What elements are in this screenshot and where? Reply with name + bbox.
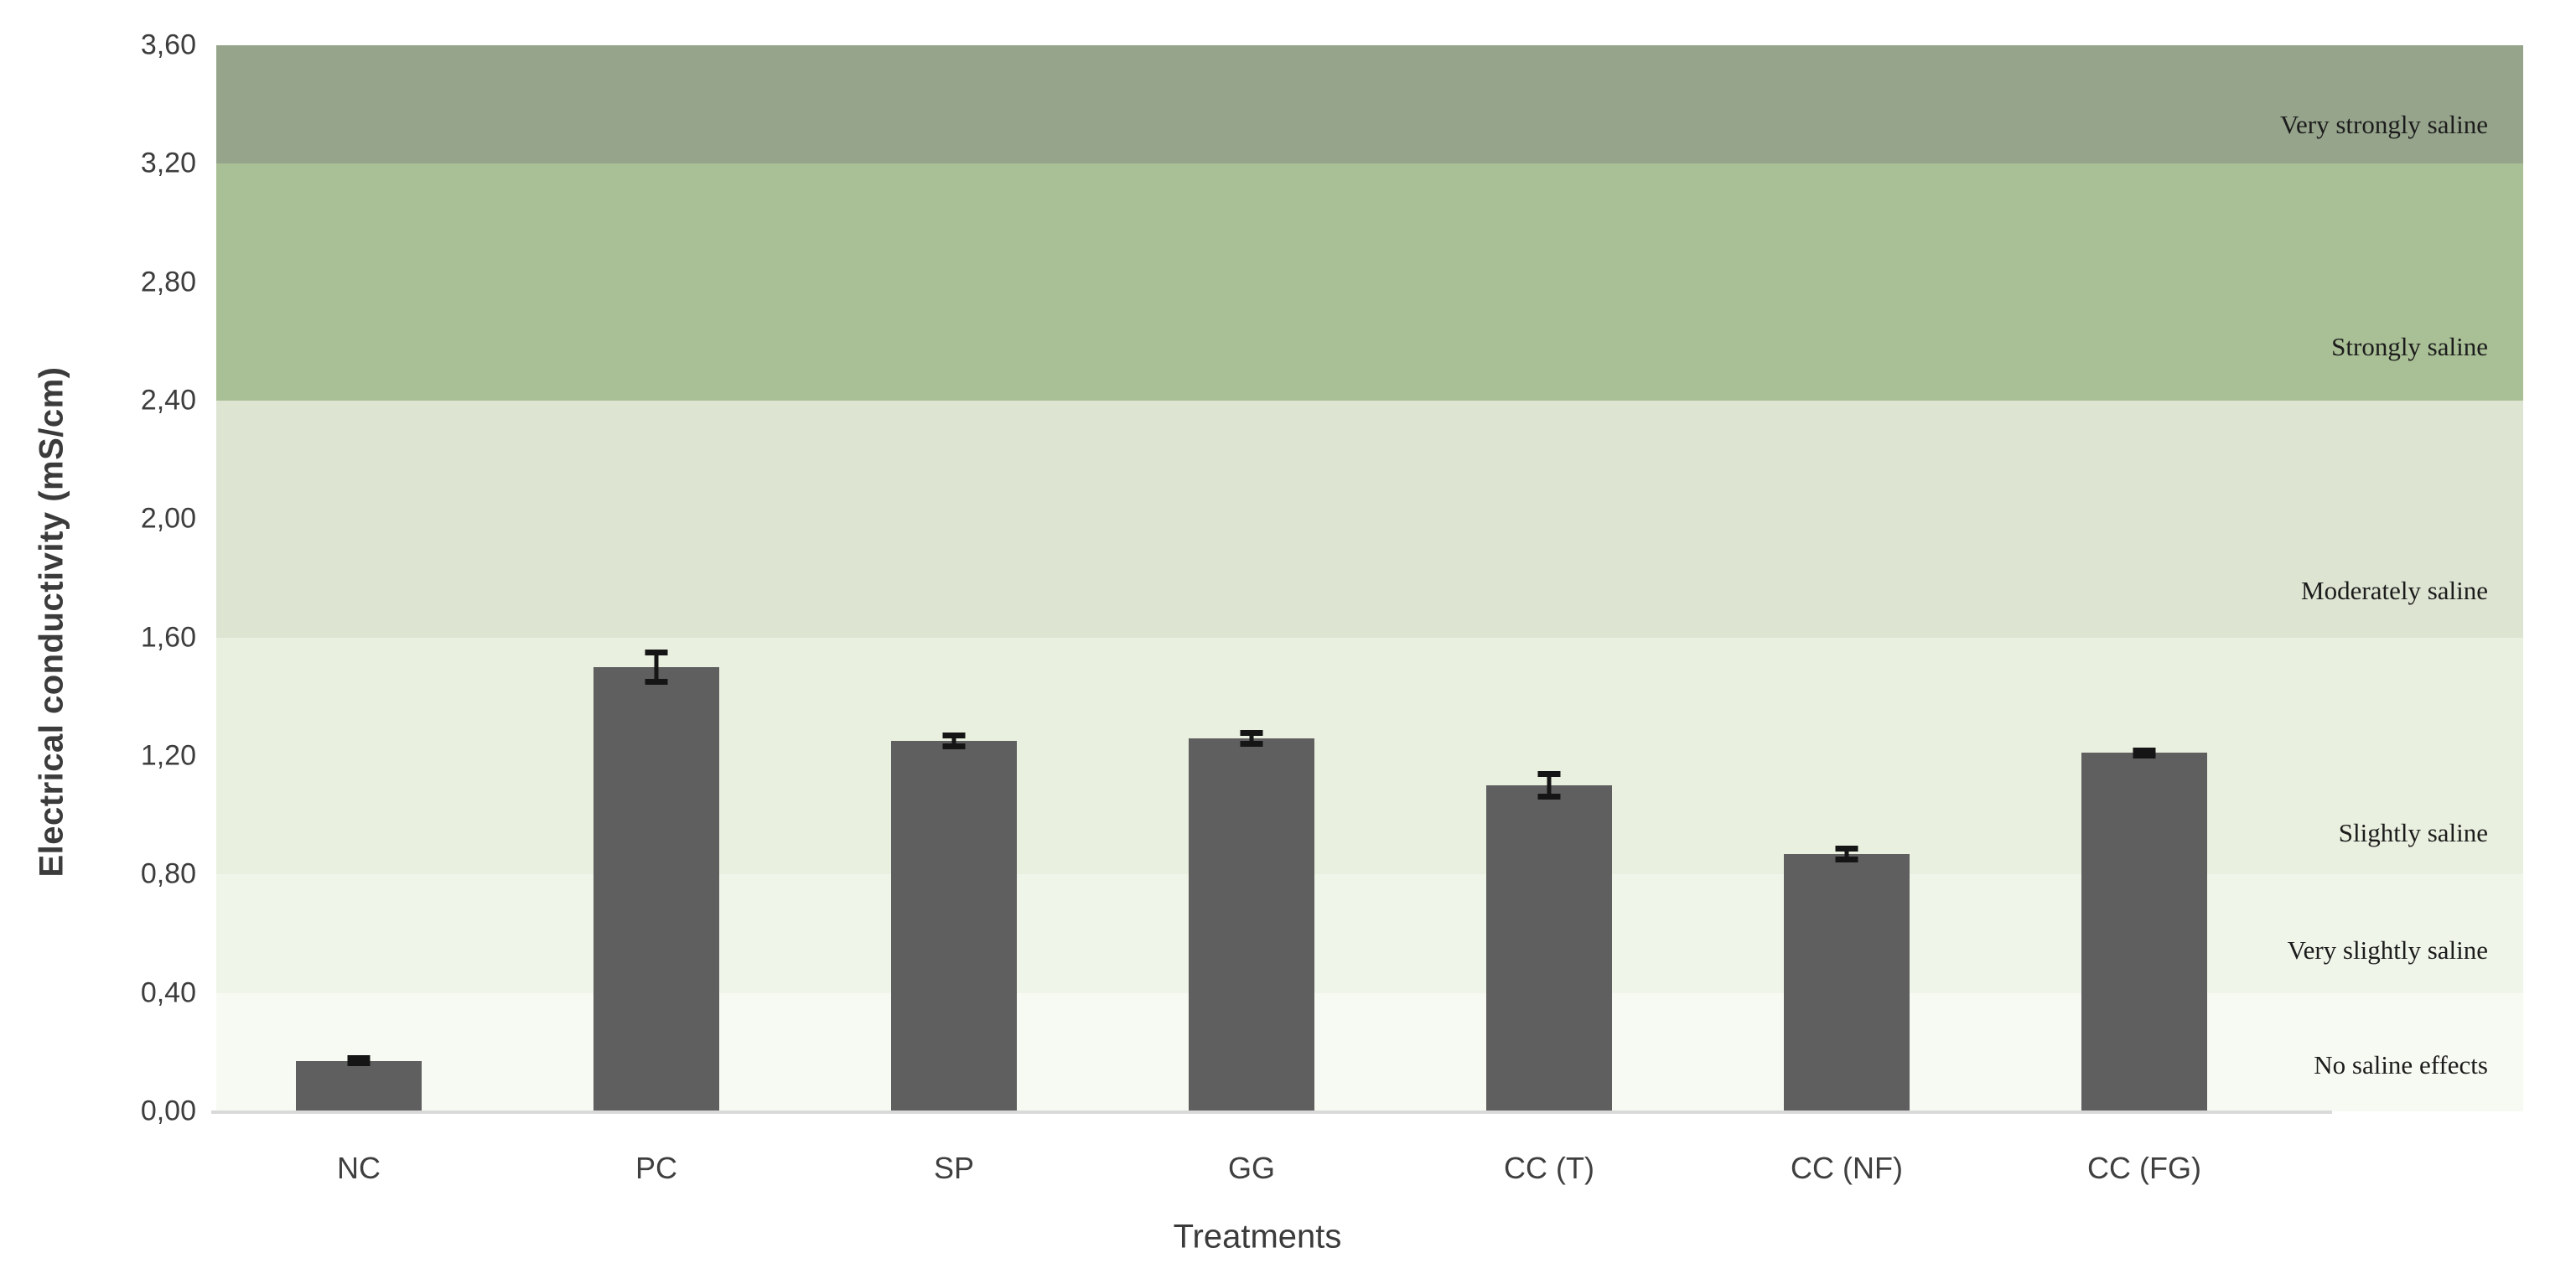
error-bar-whisker (951, 735, 956, 748)
x-tick-label: SP (933, 1151, 975, 1185)
y-tick-label: 2,00 (140, 502, 196, 535)
error-bar-cap-top (347, 1055, 371, 1062)
error-bar-whisker (1249, 732, 1254, 744)
error-bar (1835, 845, 1858, 862)
error-bar (1537, 771, 1561, 800)
x-axis-line (211, 1111, 2332, 1114)
error-bar-cap-top (645, 650, 668, 656)
salinity-band-very-strongly-saline: Very strongly saline (216, 45, 2523, 164)
error-bar (2133, 747, 2156, 758)
error-bar-whisker (1844, 847, 1849, 860)
error-bar (942, 733, 966, 750)
error-bar-cap-bottom (645, 678, 668, 685)
x-tick-label: CC (T) (1504, 1151, 1594, 1185)
bar-pc (593, 667, 719, 1111)
x-tick-label: CC (FG) (2087, 1151, 2201, 1185)
error-bar-whisker (654, 652, 659, 682)
salinity-band-strongly-saline: Strongly saline (216, 163, 2523, 401)
x-tick-label: GG (1227, 1151, 1276, 1185)
error-bar-cap-bottom (1240, 740, 1263, 747)
salinity-band-label: Moderately saline (2301, 575, 2488, 605)
error-bar-cap-bottom (2133, 752, 2156, 758)
error-bar (1240, 729, 1263, 747)
y-tick-label: 2,40 (140, 384, 196, 417)
y-tick-label: 0,80 (140, 857, 196, 890)
y-tick-label: 3,60 (140, 28, 196, 61)
x-tick-label: PC (635, 1151, 678, 1185)
error-bar-cap-bottom (942, 743, 966, 750)
x-tick-label: CC (NF) (1791, 1151, 1903, 1185)
bar-ccfg (2081, 753, 2207, 1111)
salinity-band-label: Strongly saline (2331, 331, 2488, 361)
salinity-band-label: No saline effects (2314, 1049, 2488, 1079)
x-tick-label: NC (337, 1151, 381, 1185)
y-tick-label: 2,80 (140, 266, 196, 298)
error-bar (645, 650, 668, 685)
error-bar-cap-top (2133, 747, 2156, 753)
error-bar-whisker (1547, 774, 1552, 798)
error-bar-cap-bottom (1537, 794, 1561, 800)
salinity-band-label: Very strongly saline (2280, 110, 2488, 140)
bar-nc (296, 1060, 422, 1111)
error-bar-cap-bottom (347, 1060, 371, 1067)
error-bar-cap-top (1537, 771, 1561, 778)
bar-ccnf (1784, 853, 1910, 1111)
error-bar (347, 1055, 371, 1067)
salinity-band-moderately-saline: Moderately saline (216, 401, 2523, 638)
y-tick-label: 1,60 (140, 621, 196, 654)
bar-sp (891, 741, 1017, 1111)
y-tick-label: 0,40 (140, 976, 196, 1009)
x-axis-title: Treatments (1173, 1218, 1342, 1256)
error-bar-cap-top (1835, 845, 1858, 852)
y-tick-label: 1,20 (140, 739, 196, 772)
bar-cct (1486, 785, 1612, 1111)
error-bar-cap-bottom (1835, 856, 1858, 862)
salinity-band-label: Very slightly saline (2287, 935, 2488, 965)
plot-area: No saline effects Very slightly saline Sli… (211, 45, 2523, 1114)
y-tick-label: 0,00 (140, 1095, 196, 1127)
error-bar-cap-top (942, 733, 966, 739)
salinity-band-label: Slightly saline (2338, 818, 2488, 848)
y-tick-label: 3,20 (140, 147, 196, 179)
bar-gg (1189, 738, 1314, 1111)
error-bar-cap-top (1240, 729, 1263, 736)
